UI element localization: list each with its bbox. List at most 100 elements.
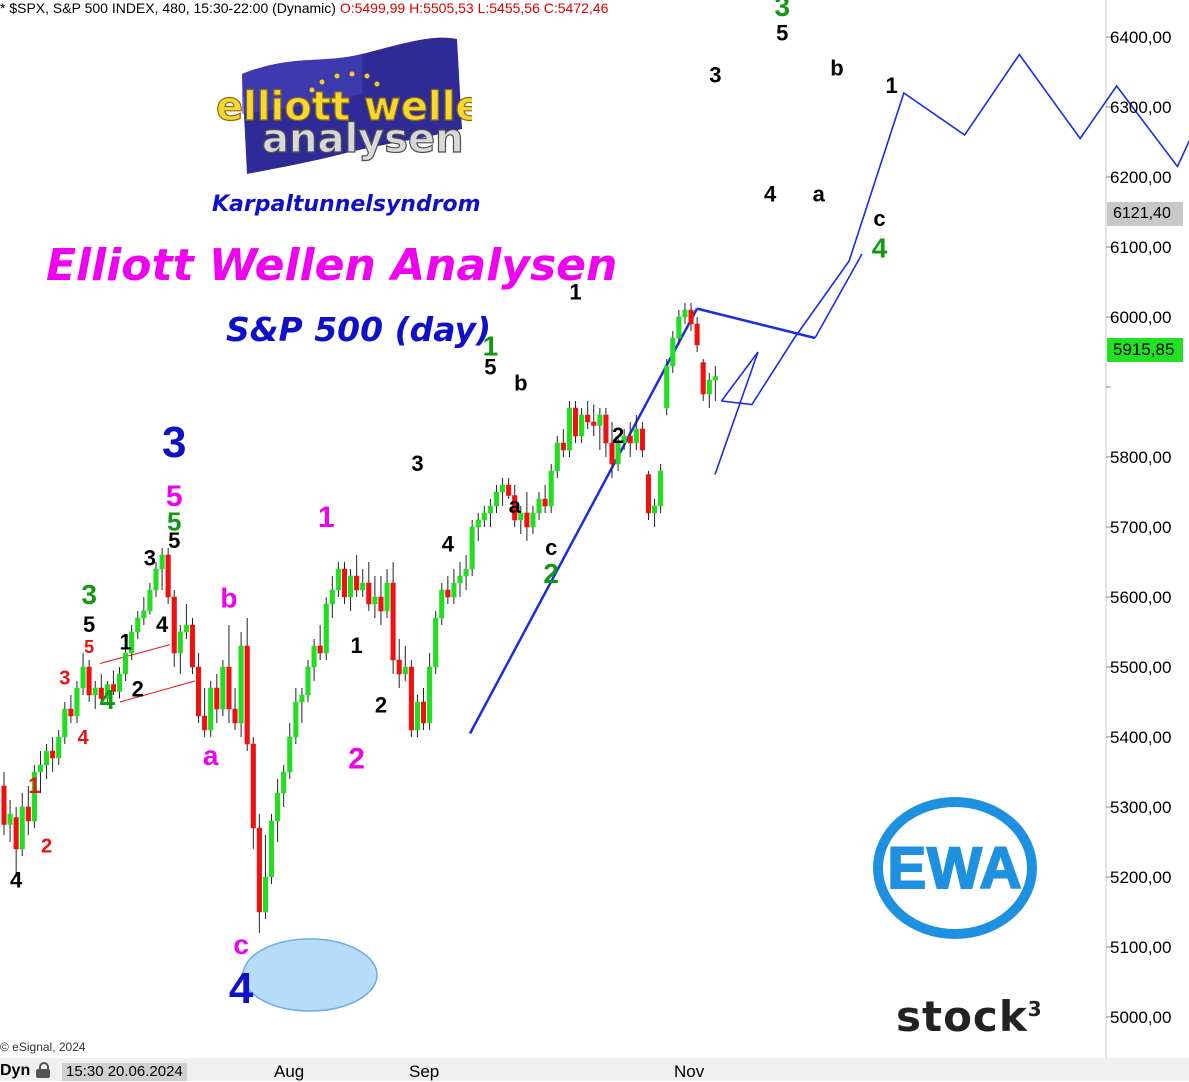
candle-body	[536, 498, 542, 514]
candle-body	[712, 376, 718, 381]
candle	[652, 499, 658, 527]
candle	[123, 646, 129, 681]
candle-body	[366, 582, 372, 605]
candle	[512, 485, 518, 527]
candle	[463, 555, 469, 590]
candle	[615, 436, 621, 471]
wave-label: 2	[132, 676, 144, 701]
candle-body	[603, 414, 609, 444]
candle-body	[92, 687, 98, 696]
candle	[244, 618, 250, 751]
candle-body	[268, 820, 275, 878]
candle-body	[572, 407, 579, 437]
wave-label: 5	[484, 354, 496, 379]
candle-body	[512, 495, 518, 521]
candle	[104, 681, 110, 706]
wave-label: 5	[167, 507, 181, 537]
candle-body	[244, 645, 250, 745]
time-axis-bar[interactable]	[0, 1058, 1189, 1081]
candle	[86, 660, 92, 702]
ohlc-values: O:5499,99 H:5505,53 L:5455,56 C:5472,46	[339, 0, 609, 16]
candle-body	[98, 687, 104, 699]
candle-body	[639, 428, 645, 451]
y-tick-label: 6100,00	[1110, 238, 1171, 257]
candle	[688, 303, 694, 331]
candle-body	[451, 582, 457, 598]
wave-label: 3	[709, 63, 721, 88]
wave-label: b	[830, 56, 843, 81]
candle-body	[80, 666, 86, 689]
wave-label: 2	[543, 558, 559, 589]
candle	[171, 590, 177, 667]
y-axis[interactable]: 5000,00 5100,00 5200,00 5300,00 5400,00 5500,…	[1106, 28, 1171, 1027]
candle	[110, 670, 116, 695]
wave-label: 4	[100, 684, 116, 715]
candle	[439, 583, 445, 625]
candle	[281, 765, 287, 807]
wave-label: a	[509, 493, 522, 518]
candle-body	[171, 596, 177, 654]
y-tick-label: 5600,00	[1110, 588, 1171, 607]
candle-body	[1, 785, 7, 825]
candle-body	[341, 568, 348, 598]
candle	[37, 751, 44, 793]
wave-label: 3	[774, 0, 790, 22]
candle	[159, 548, 165, 590]
candle-body	[688, 309, 694, 325]
candle	[13, 807, 19, 877]
candle-body	[493, 491, 500, 507]
candle-body	[147, 589, 153, 612]
wedge-line-upper	[99, 644, 171, 664]
candle	[572, 401, 579, 443]
candle	[427, 653, 433, 730]
y-tick-label: 5100,00	[1110, 938, 1171, 957]
candle-body	[609, 442, 615, 465]
candle-body	[457, 575, 463, 584]
candle	[293, 688, 299, 744]
candle-body	[44, 750, 50, 766]
candle-body	[177, 631, 183, 654]
candle-body	[682, 309, 688, 318]
candle-body	[560, 442, 566, 451]
candles	[1, 303, 718, 933]
wave-label: 3	[162, 418, 186, 467]
candle	[189, 618, 196, 674]
candle-body	[670, 337, 676, 367]
candle	[694, 317, 700, 352]
wave-label: c	[233, 929, 249, 960]
candle-body	[597, 414, 603, 426]
symbol-line: * $SPX, S&P 500 INDEX, 480, 15:30-22:00 …	[0, 0, 336, 16]
candle	[208, 681, 214, 737]
candle	[232, 688, 238, 730]
candle-body	[153, 568, 159, 591]
candle	[469, 520, 475, 576]
logo-ewave-line1: elliott wellen	[216, 84, 472, 130]
candle	[445, 576, 451, 604]
wave-label: 3	[411, 451, 423, 476]
x-label-aug: Aug	[274, 1062, 305, 1081]
candle-body	[408, 666, 414, 731]
lock-icon[interactable]	[36, 1062, 50, 1078]
candle-body	[676, 316, 682, 339]
candle-body	[110, 684, 116, 692]
candle	[287, 723, 293, 779]
ewa-logo: EWA	[873, 797, 1037, 939]
candle	[530, 506, 536, 534]
candle-body	[159, 554, 165, 570]
candle-body	[287, 736, 293, 773]
candle-body	[396, 659, 402, 675]
candle-body	[645, 474, 652, 514]
candle	[335, 562, 341, 597]
candle	[487, 499, 493, 527]
candle-body	[360, 582, 366, 591]
candle	[147, 583, 153, 615]
y-tick-label: 6400,00	[1110, 28, 1171, 47]
candle-body	[530, 512, 536, 528]
candle	[609, 422, 615, 478]
candle	[639, 422, 645, 457]
candle	[220, 660, 226, 716]
candle-body	[420, 701, 427, 724]
wave-label: 4	[229, 964, 254, 1013]
candle-body	[62, 708, 68, 738]
candle-body	[68, 708, 74, 717]
